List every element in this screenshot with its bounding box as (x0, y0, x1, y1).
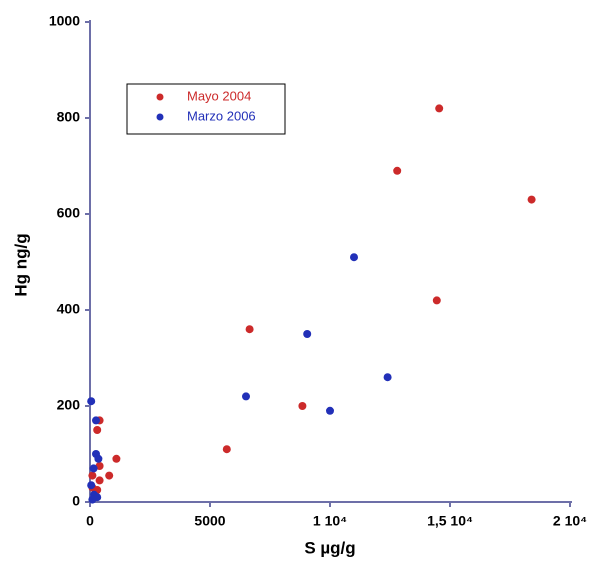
point (88, 471, 97, 480)
y-tick-label: 400 (57, 301, 81, 317)
point (298, 402, 307, 410)
point (94, 454, 103, 463)
point (435, 104, 444, 113)
legend-marker (156, 93, 164, 101)
point (326, 406, 334, 415)
point (93, 426, 102, 434)
y-tick-label: 1000 (49, 13, 80, 29)
point (92, 416, 100, 425)
point (95, 476, 104, 485)
point (303, 330, 312, 338)
point (87, 481, 96, 490)
point (222, 445, 231, 454)
legend-box (126, 83, 286, 135)
point (88, 495, 97, 504)
x-tick-label: 2 10⁴ (553, 513, 587, 529)
point (350, 253, 358, 262)
point (95, 462, 104, 470)
point (432, 296, 441, 305)
point (527, 195, 536, 204)
y-tick-label: 0 (72, 493, 80, 509)
point (89, 464, 98, 473)
point (87, 397, 96, 406)
legend-label: Marzo 2006 (187, 108, 256, 123)
legend-marker (156, 113, 164, 121)
legend-label: Mayo 2004 (187, 88, 251, 103)
x-tick-label: 1 10⁴ (313, 513, 347, 529)
point (112, 454, 121, 463)
x-tick-label: 1,5 10⁴ (427, 513, 473, 529)
x-axis-title: S µg/g (304, 538, 355, 557)
x-tick-label: 5000 (194, 513, 225, 529)
x-tick-label: 0 (86, 513, 94, 529)
y-tick-label: 800 (57, 109, 81, 125)
y-axis-title: Hg ng/g (11, 233, 30, 296)
point (105, 471, 114, 480)
point (393, 166, 402, 175)
point (383, 373, 392, 382)
point (242, 392, 250, 401)
point (245, 325, 254, 334)
y-tick-label: 200 (57, 397, 81, 413)
y-tick-label: 600 (57, 205, 81, 221)
